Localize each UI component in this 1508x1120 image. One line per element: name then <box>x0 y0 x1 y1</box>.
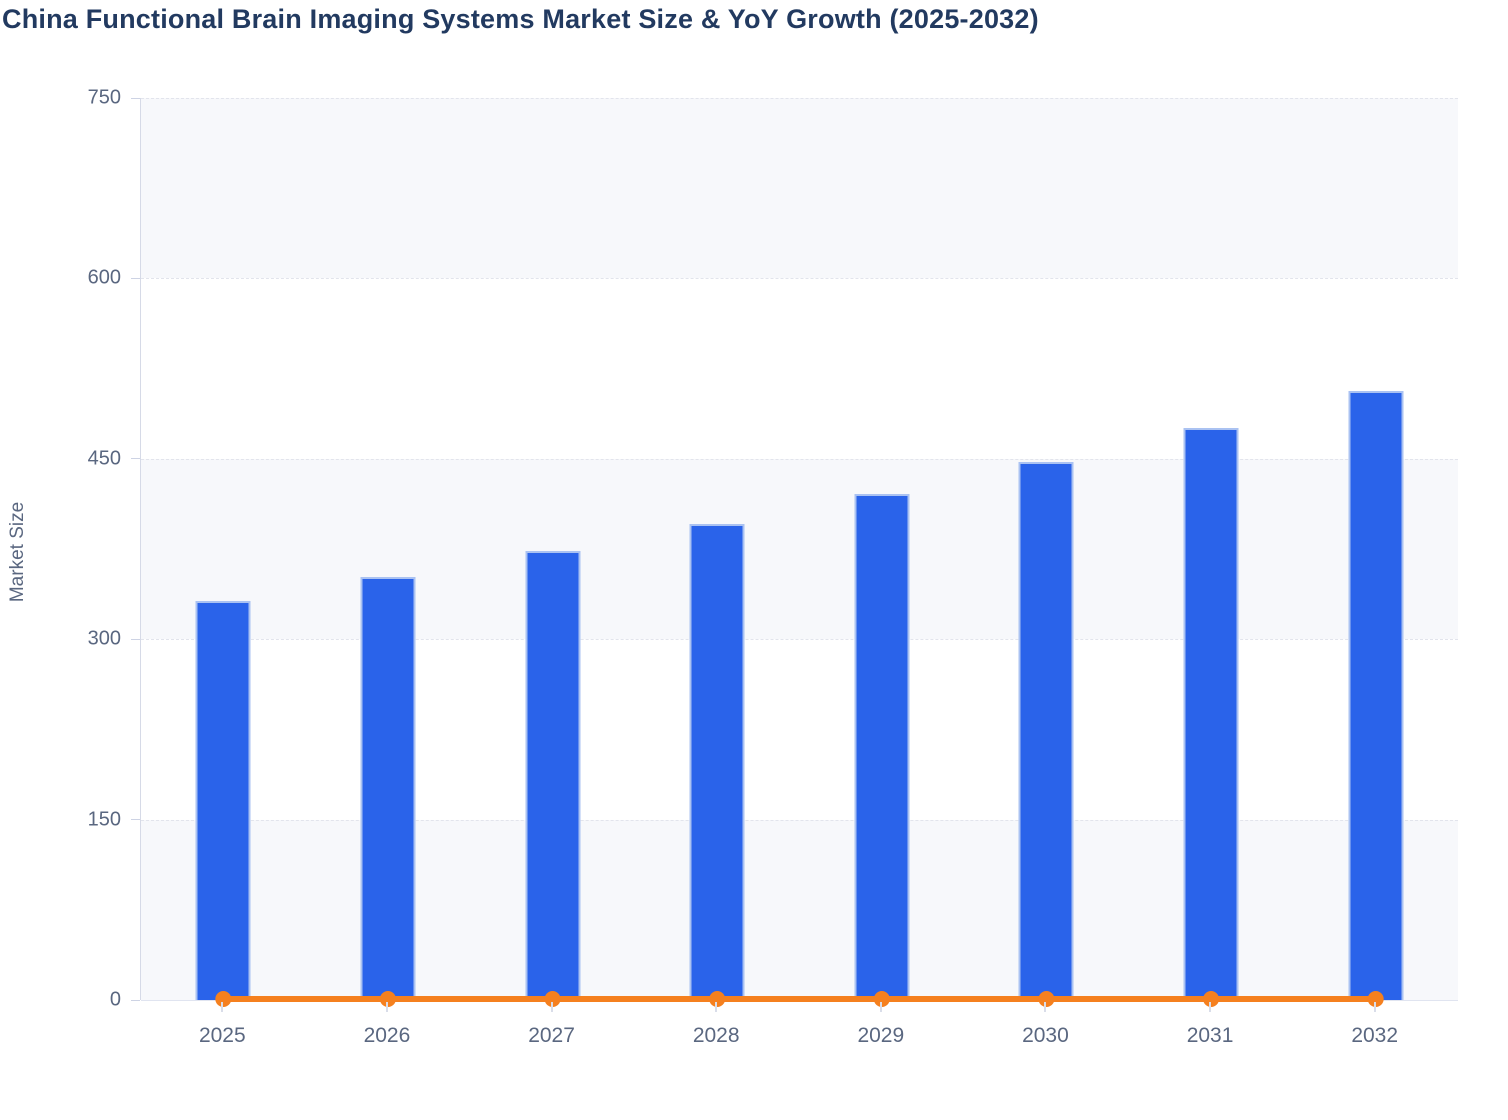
yoy-growth-line-layer <box>215 991 1384 1007</box>
x-tick-label: 2032 <box>1351 1024 1399 1047</box>
yoy-marker-2028[interactable] <box>709 991 726 1007</box>
x-tick-label: 2029 <box>857 1024 905 1047</box>
yoy-marker-2025[interactable] <box>215 991 232 1007</box>
y-axis-tick <box>131 277 140 279</box>
x-axis-tick <box>1044 1002 1047 1012</box>
x-tick-label: 2028 <box>692 1024 740 1047</box>
yoy-marker-2027[interactable] <box>544 991 561 1007</box>
x-tick-label: 2027 <box>528 1024 575 1047</box>
x-axis-tick <box>1373 1002 1376 1012</box>
yoy-marker-2030[interactable] <box>1038 991 1055 1007</box>
gridline <box>141 819 1458 821</box>
y-tick-label: 300 <box>87 627 121 650</box>
page-title: China Functional Brain Imaging Systems M… <box>2 4 1039 34</box>
yoy-marker-2026[interactable] <box>379 991 396 1007</box>
bar-2031[interactable] <box>1183 427 1239 1000</box>
x-tick-label: 2030 <box>1022 1024 1069 1047</box>
gridline <box>141 639 1458 641</box>
bar-2029[interactable] <box>854 493 910 1000</box>
bar-2025[interactable] <box>195 600 251 1000</box>
y-axis-tick <box>131 97 140 99</box>
y-axis-tick <box>131 819 140 821</box>
x-axis-tick <box>385 1002 388 1012</box>
y-axis-tick <box>131 458 140 460</box>
y-tick-label: 750 <box>87 86 121 109</box>
gridline <box>141 278 1458 280</box>
x-axis-tick <box>879 1002 882 1012</box>
bar-2032[interactable] <box>1348 391 1404 1000</box>
x-tick-label: 2025 <box>198 1024 246 1047</box>
y-axis-tick <box>131 999 140 1001</box>
yoy-marker-2029[interactable] <box>873 991 890 1007</box>
y-axis-tick <box>131 638 140 640</box>
x-axis-tick <box>550 1002 553 1012</box>
y-tick-label: 150 <box>87 808 121 831</box>
x-axis-tick <box>1209 1002 1212 1012</box>
x-tick-label: 2031 <box>1186 1024 1234 1047</box>
bar-2030[interactable] <box>1018 462 1074 1000</box>
bar-2026[interactable] <box>360 576 416 1000</box>
x-axis-tick <box>221 1002 224 1012</box>
x-tick-label: 2026 <box>363 1024 411 1047</box>
y-tick-label: 450 <box>87 447 121 470</box>
bar-2028[interactable] <box>689 523 745 1000</box>
bar-2027[interactable] <box>525 551 581 1000</box>
yoy-marker-2032[interactable] <box>1367 991 1384 1007</box>
grid-band <box>141 98 1458 279</box>
plot-area <box>140 98 1458 1007</box>
y-tick-label: 0 <box>109 988 121 1011</box>
gridline <box>141 458 1458 460</box>
y-axis-title: Market Size <box>7 501 28 603</box>
yoy-marker-2031[interactable] <box>1203 991 1220 1007</box>
x-axis-tick <box>715 1002 718 1012</box>
y-tick-label: 600 <box>87 266 121 289</box>
gridline <box>141 98 1458 99</box>
